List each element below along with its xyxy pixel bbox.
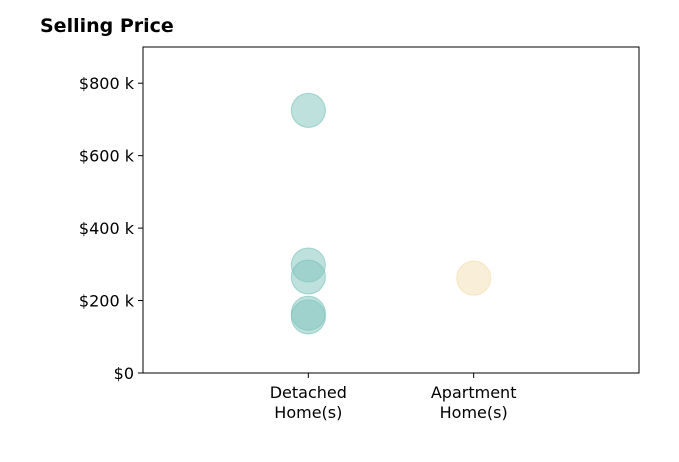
y-tick-label: $600 k xyxy=(79,147,135,166)
y-tick-label: $0 xyxy=(114,364,134,383)
y-tick-label: $400 k xyxy=(79,219,135,238)
y-tick-label: $200 k xyxy=(79,292,135,311)
chart-title: Selling Price xyxy=(40,15,174,37)
x-tick-label: Apartment Home(s) xyxy=(431,383,517,422)
data-points xyxy=(290,92,492,335)
x-tick-label: Detached Home(s) xyxy=(270,383,347,422)
data-point xyxy=(456,260,492,296)
y-axis: $0 $200 k $400 k $600 k $800 k xyxy=(79,74,143,383)
y-tick-label: $800 k xyxy=(79,74,135,93)
data-point xyxy=(290,299,326,335)
x-axis: Detached Home(s) Apartment Home(s) xyxy=(270,373,517,422)
data-point xyxy=(290,259,326,295)
data-point xyxy=(290,92,326,128)
plot-frame xyxy=(142,46,640,374)
